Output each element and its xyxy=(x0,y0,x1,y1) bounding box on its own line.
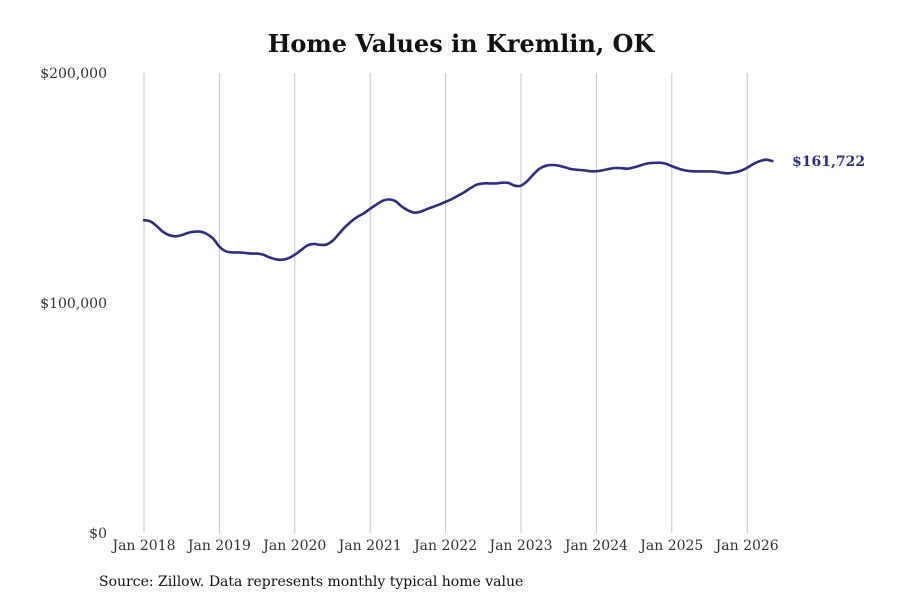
x-tick-label: Jan 2024 xyxy=(563,538,628,554)
gridlines xyxy=(143,73,748,533)
annotation-layer: $161,722 xyxy=(792,154,865,170)
y-tick-label: $200,000 xyxy=(40,66,107,82)
x-tick-label: Jan 2023 xyxy=(487,538,552,554)
x-tick-label: Jan 2021 xyxy=(337,538,402,554)
series-line xyxy=(142,158,774,262)
x-tick-label: Jan 2018 xyxy=(110,538,175,554)
x-tick-label: Jan 2025 xyxy=(638,538,703,554)
x-tick-label: Jan 2019 xyxy=(186,538,251,554)
y-tick-label: $100,000 xyxy=(40,296,107,312)
x-tick-label: Jan 2020 xyxy=(261,538,326,554)
x-axis-ticks: Jan 2018 Jan 2019 Jan 2020 Jan 2021 Jan 2022… xyxy=(110,538,778,554)
end-value-label: $161,722 xyxy=(792,154,865,170)
y-axis-ticks: $0 $100,000 $200,000 xyxy=(40,66,107,542)
x-tick-label: Jan 2022 xyxy=(412,538,477,554)
source-note: Source: Zillow. Data represents monthly … xyxy=(99,574,524,590)
series-layer xyxy=(142,158,774,262)
y-tick-label: $0 xyxy=(89,526,107,542)
x-tick-label: Jan 2026 xyxy=(714,538,779,554)
chart-title: Home Values in Kremlin, OK xyxy=(268,29,656,58)
